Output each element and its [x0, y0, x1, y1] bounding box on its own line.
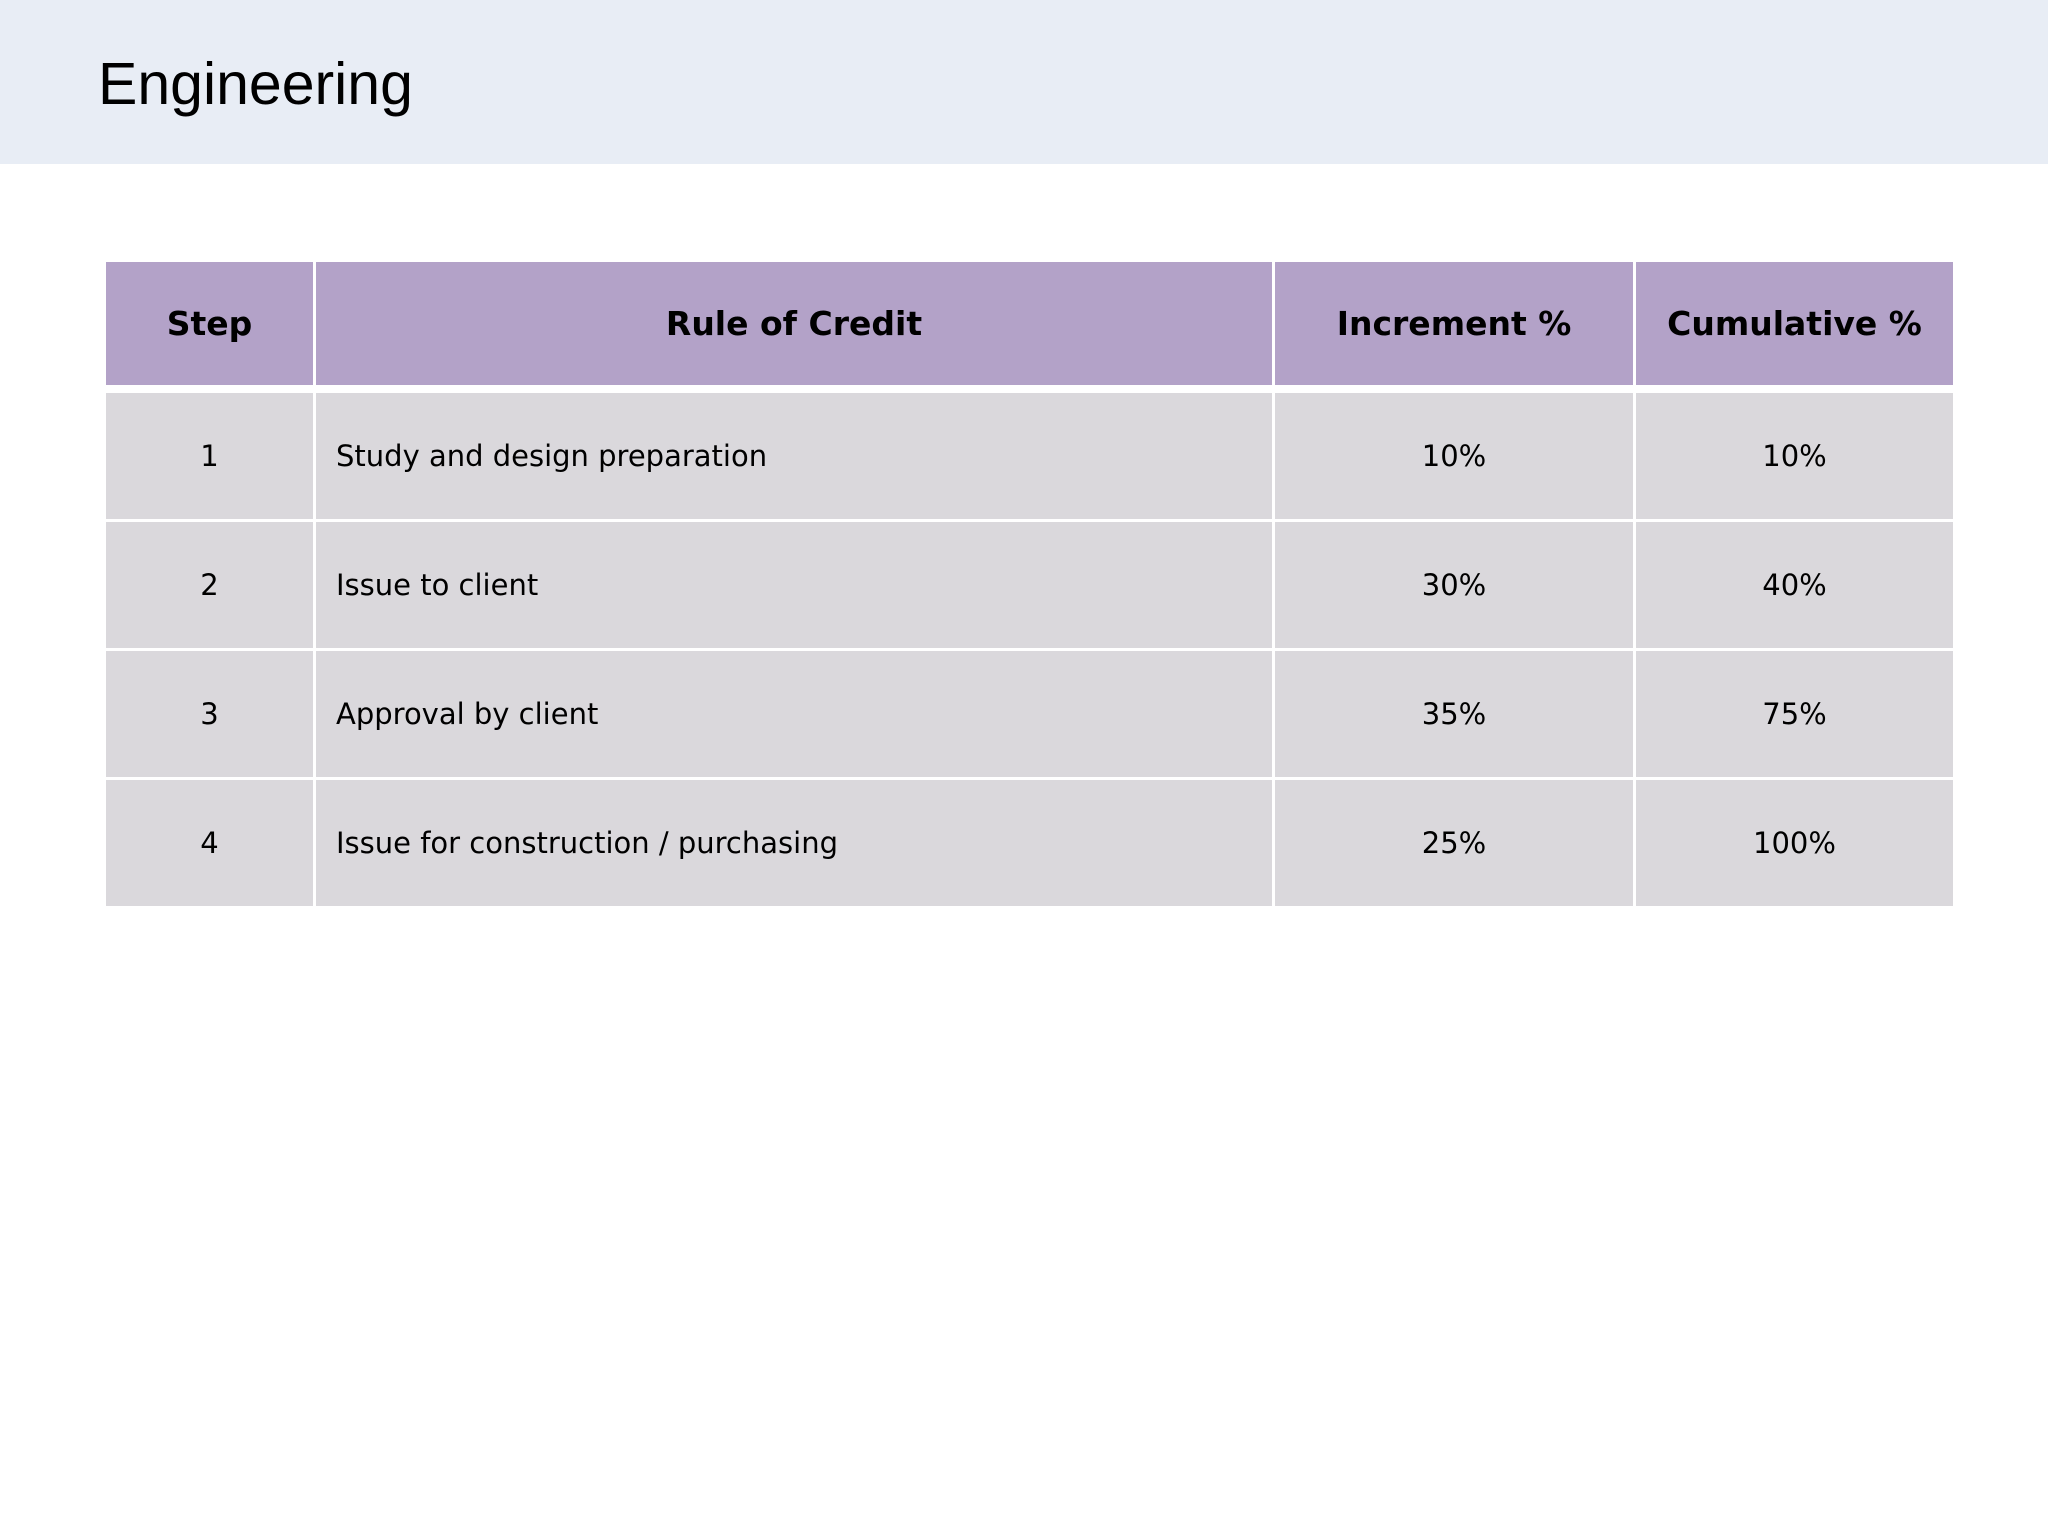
header-step: Step [106, 262, 313, 385]
header-cumulative: Cumulative % [1636, 262, 1953, 385]
cell-rule: Study and design preparation [316, 388, 1272, 519]
table-row: 1 Study and design preparation 10% 10% [106, 388, 1953, 519]
cell-step: 3 [106, 651, 313, 777]
header-rule-of-credit: Rule of Credit [316, 262, 1272, 385]
cell-increment: 25% [1275, 780, 1633, 906]
cell-increment: 10% [1275, 388, 1633, 519]
cell-step: 2 [106, 522, 313, 648]
table-row: 2 Issue to client 30% 40% [106, 522, 1953, 648]
title-band [0, 0, 2048, 164]
cell-rule: Approval by client [316, 651, 1272, 777]
cell-cumulative: 100% [1636, 780, 1953, 906]
cell-cumulative: 40% [1636, 522, 1953, 648]
page-title: Engineering [98, 51, 413, 117]
rule-of-credit-table: Step Rule of Credit Increment % Cumulati… [103, 259, 1956, 909]
table-row: 3 Approval by client 35% 75% [106, 651, 1953, 777]
table-header-row: Step Rule of Credit Increment % Cumulati… [106, 262, 1953, 385]
cell-cumulative: 75% [1636, 651, 1953, 777]
cell-rule: Issue for construction / purchasing [316, 780, 1272, 906]
cell-rule: Issue to client [316, 522, 1272, 648]
table-row: 4 Issue for construction / purchasing 25… [106, 780, 1953, 906]
cell-step: 1 [106, 388, 313, 519]
cell-step: 4 [106, 780, 313, 906]
header-increment: Increment % [1275, 262, 1633, 385]
cell-cumulative: 10% [1636, 388, 1953, 519]
cell-increment: 35% [1275, 651, 1633, 777]
cell-increment: 30% [1275, 522, 1633, 648]
